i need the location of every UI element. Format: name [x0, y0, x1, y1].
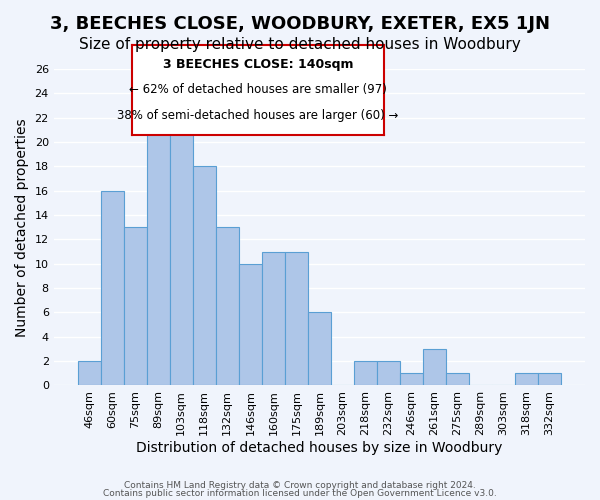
Text: Contains HM Land Registry data © Crown copyright and database right 2024.: Contains HM Land Registry data © Crown c…	[124, 481, 476, 490]
Text: Contains public sector information licensed under the Open Government Licence v3: Contains public sector information licen…	[103, 488, 497, 498]
Bar	[147, 130, 170, 386]
Bar	[400, 374, 423, 386]
Bar	[193, 166, 216, 386]
X-axis label: Distribution of detached houses by size in Woodbury: Distribution of detached houses by size …	[136, 441, 503, 455]
Bar	[262, 252, 285, 386]
Text: 3, BEECHES CLOSE, WOODBURY, EXETER, EX5 1JN: 3, BEECHES CLOSE, WOODBURY, EXETER, EX5 …	[50, 15, 550, 33]
Bar	[170, 130, 193, 386]
Text: Size of property relative to detached houses in Woodbury: Size of property relative to detached ho…	[79, 38, 521, 52]
Bar	[446, 374, 469, 386]
Bar	[423, 349, 446, 386]
Bar	[124, 227, 147, 386]
Text: ← 62% of detached houses are smaller (97): ← 62% of detached houses are smaller (97…	[129, 84, 387, 96]
Bar	[285, 252, 308, 386]
Bar	[515, 374, 538, 386]
Bar	[101, 190, 124, 386]
Y-axis label: Number of detached properties: Number of detached properties	[15, 118, 29, 336]
Bar	[354, 361, 377, 386]
Text: 3 BEECHES CLOSE: 140sqm: 3 BEECHES CLOSE: 140sqm	[163, 58, 353, 71]
Bar	[308, 312, 331, 386]
Bar	[239, 264, 262, 386]
Bar	[216, 227, 239, 386]
Bar	[78, 361, 101, 386]
Bar	[538, 374, 561, 386]
Text: 38% of semi-detached houses are larger (60) →: 38% of semi-detached houses are larger (…	[118, 108, 398, 122]
Bar	[377, 361, 400, 386]
